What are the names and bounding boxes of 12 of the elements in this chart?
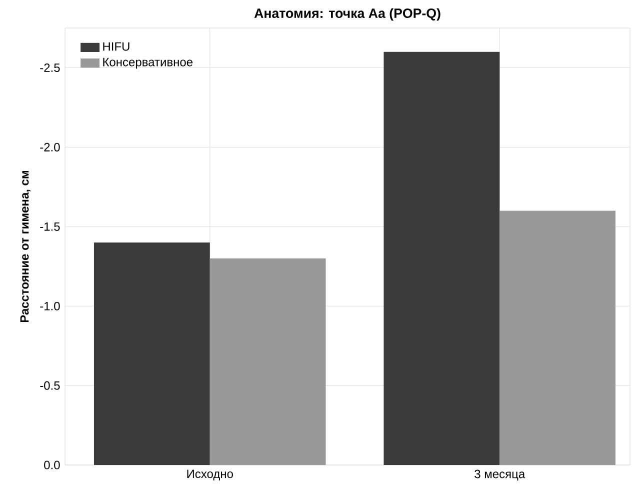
- y-tick-label: -1.5: [40, 222, 60, 231]
- chart-title: Анатомия: точка Aa (POP-Q): [254, 8, 440, 21]
- y-tick-label: -2.5: [40, 63, 60, 72]
- x-tick-label: Исходно: [187, 470, 233, 480]
- legend-label: Консервативное: [103, 58, 193, 69]
- y-tick-label: 0.0: [44, 460, 60, 470]
- x-tick-label: 3 месяца: [474, 470, 526, 480]
- y-tick-label: -1.0: [40, 302, 60, 310]
- y-axis-title: Расстояние от гимена, см: [20, 170, 30, 322]
- y-tick-label: -0.5: [40, 381, 60, 390]
- legend-label: HIFU: [103, 42, 130, 51]
- y-tick-label: -2.0: [40, 142, 60, 152]
